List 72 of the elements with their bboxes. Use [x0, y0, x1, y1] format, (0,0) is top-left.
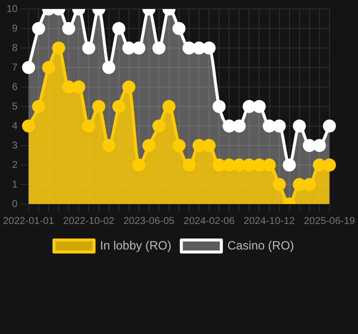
point [202, 42, 216, 54]
y-tick-label: 2 [12, 160, 18, 171]
point [292, 120, 306, 132]
point [182, 158, 196, 172]
point [252, 100, 266, 113]
point [142, 139, 156, 152]
point [32, 22, 46, 35]
point [202, 139, 216, 152]
point [242, 100, 256, 113]
y-tick-label: 1 [12, 179, 18, 190]
point [212, 158, 226, 172]
point [82, 120, 96, 132]
y-tick-label: 9 [12, 23, 18, 34]
x-tick-label: 2022-10-02 [63, 216, 115, 227]
point [272, 120, 286, 132]
point [322, 120, 336, 132]
point [232, 120, 246, 132]
point [292, 178, 306, 191]
y-tick-label: 4 [12, 120, 18, 132]
point [242, 158, 256, 172]
legend-label: In lobby (RO) [100, 238, 172, 252]
point [302, 139, 316, 152]
point [62, 80, 76, 94]
point [122, 80, 136, 94]
point [212, 100, 226, 113]
y-tick-label: 0 [12, 198, 18, 210]
y-tick-label: 3 [12, 140, 18, 152]
x-tick-label: 2023-06-05 [123, 216, 175, 227]
point [122, 42, 136, 54]
point [52, 42, 66, 54]
point [282, 158, 296, 172]
point [112, 100, 126, 113]
point [272, 178, 286, 191]
point [262, 120, 276, 132]
x-tick-label: 2022-01-01 [3, 216, 55, 227]
point [262, 158, 276, 172]
point [172, 22, 186, 35]
y-tick-label: 10 [6, 4, 18, 15]
point [132, 42, 146, 54]
x-tick-label: 2025-06-19 [304, 216, 356, 227]
point [62, 22, 76, 35]
x-tick-label: 2024-10-12 [244, 216, 296, 227]
point [102, 139, 116, 152]
point [152, 120, 166, 132]
point [72, 80, 86, 94]
point [192, 139, 206, 152]
point [302, 178, 316, 191]
point [132, 158, 146, 172]
point [112, 22, 126, 35]
x-tick-label: 2024-02-06 [184, 216, 236, 227]
point [182, 42, 196, 54]
point [312, 158, 326, 172]
point [232, 158, 246, 172]
point [252, 158, 266, 172]
legend-label: Casino (RO) [227, 238, 294, 252]
point [102, 61, 116, 74]
point [152, 42, 166, 54]
point [162, 100, 176, 113]
point [222, 120, 236, 132]
point [312, 139, 326, 152]
y-tick-label: 6 [12, 82, 18, 93]
point [172, 139, 186, 152]
point [92, 100, 106, 113]
point [32, 100, 46, 113]
point [42, 61, 56, 74]
point [82, 42, 96, 54]
y-tick-label: 8 [12, 42, 18, 54]
point [222, 158, 236, 172]
point [322, 158, 336, 172]
y-tick-label: 5 [12, 101, 18, 112]
y-tick-label: 7 [12, 62, 18, 74]
point [192, 42, 206, 54]
